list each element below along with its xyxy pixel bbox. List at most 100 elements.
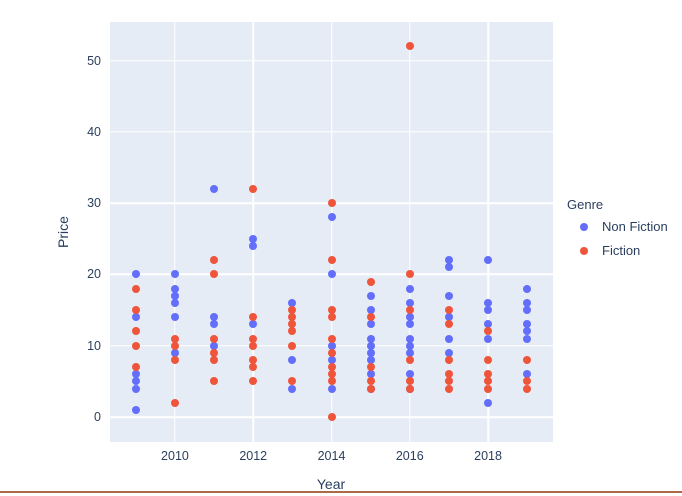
point-fiction: [366, 377, 375, 386]
legend-title: Genre: [567, 197, 604, 212]
legend-item-label: Non Fiction: [602, 219, 668, 234]
point-fiction: [366, 313, 375, 322]
point-non-fiction: [366, 306, 375, 315]
point-fiction: [405, 377, 414, 386]
x-tick-label: 2016: [395, 449, 424, 463]
point-non-fiction: [327, 384, 336, 393]
point-fiction: [327, 199, 336, 208]
y-axis-tick-labels: 0 10 20 30 40 50: [0, 22, 101, 442]
x-tick-label: 2012: [239, 449, 268, 463]
point-fiction: [327, 313, 336, 322]
point-fiction: [366, 384, 375, 393]
point-fiction: [444, 355, 453, 364]
point-non-fiction: [366, 291, 375, 300]
fiction-marker-icon: [580, 246, 588, 255]
point-non-fiction: [210, 184, 219, 193]
point-non-fiction: [170, 284, 179, 293]
point-non-fiction: [249, 241, 258, 250]
point-non-fiction: [523, 370, 532, 379]
point-non-fiction: [288, 298, 297, 307]
bottom-divider: [0, 491, 682, 493]
legend-item-label: Fiction: [602, 243, 641, 258]
point-non-fiction: [484, 320, 493, 329]
point-non-fiction: [444, 334, 453, 343]
point-fiction: [249, 363, 258, 372]
legend-item-non-fiction[interactable]: Non Fiction: [567, 219, 668, 234]
point-fiction: [444, 306, 453, 315]
point-non-fiction: [327, 341, 336, 350]
y-tick-label: 10: [87, 338, 101, 353]
point-fiction: [131, 341, 140, 350]
point-fiction: [444, 377, 453, 386]
point-fiction: [249, 313, 258, 322]
x-tick-label: 2010: [161, 449, 189, 463]
point-fiction: [210, 334, 219, 343]
point-fiction: [444, 384, 453, 393]
point-fiction: [210, 355, 219, 364]
point-non-fiction: [523, 320, 532, 329]
point-fiction: [405, 270, 414, 279]
point-non-fiction: [288, 355, 297, 364]
point-non-fiction: [131, 270, 140, 279]
legend: Genre Non Fiction Fiction: [567, 197, 668, 267]
point-non-fiction: [366, 334, 375, 343]
point-fiction: [249, 184, 258, 193]
y-tick-label: 20: [87, 267, 101, 282]
gridline: [487, 22, 489, 442]
y-axis-title: Price: [55, 216, 71, 248]
plot-area[interactable]: [110, 22, 553, 442]
point-non-fiction: [366, 341, 375, 350]
point-non-fiction: [131, 405, 140, 414]
point-non-fiction: [484, 334, 493, 343]
point-fiction: [170, 398, 179, 407]
point-non-fiction: [484, 298, 493, 307]
point-fiction: [249, 377, 258, 386]
point-non-fiction: [523, 306, 532, 315]
point-non-fiction: [249, 320, 258, 329]
point-non-fiction: [210, 320, 219, 329]
point-fiction: [131, 327, 140, 336]
point-fiction: [523, 355, 532, 364]
point-fiction: [170, 334, 179, 343]
x-tick-label: 2018: [474, 449, 502, 463]
point-fiction: [327, 363, 336, 372]
point-fiction: [484, 384, 493, 393]
point-fiction: [484, 370, 493, 379]
legend-item-fiction[interactable]: Fiction: [567, 243, 668, 258]
point-fiction: [210, 348, 219, 357]
point-fiction: [170, 355, 179, 364]
point-fiction: [405, 42, 414, 51]
point-fiction: [170, 341, 179, 350]
point-non-fiction: [327, 355, 336, 364]
point-fiction: [249, 341, 258, 350]
point-non-fiction: [405, 320, 414, 329]
point-non-fiction: [484, 398, 493, 407]
point-non-fiction: [131, 313, 140, 322]
point-non-fiction: [131, 384, 140, 393]
gridline: [174, 22, 176, 442]
point-fiction: [444, 370, 453, 379]
point-non-fiction: [444, 348, 453, 357]
y-tick-label: 40: [87, 124, 101, 139]
point-non-fiction: [249, 234, 258, 243]
point-non-fiction: [444, 291, 453, 300]
point-fiction: [484, 355, 493, 364]
point-fiction: [249, 355, 258, 364]
point-non-fiction: [523, 298, 532, 307]
point-fiction: [210, 256, 219, 265]
point-non-fiction: [170, 298, 179, 307]
point-non-fiction: [366, 348, 375, 357]
y-tick-label: 50: [87, 53, 101, 68]
gridline: [409, 22, 411, 442]
point-non-fiction: [405, 341, 414, 350]
point-non-fiction: [523, 334, 532, 343]
point-non-fiction: [170, 313, 179, 322]
point-non-fiction: [405, 348, 414, 357]
point-non-fiction: [170, 270, 179, 279]
point-fiction: [210, 270, 219, 279]
point-non-fiction: [366, 320, 375, 329]
point-fiction: [210, 377, 219, 386]
x-axis-title: Year: [316, 476, 346, 492]
point-fiction: [405, 384, 414, 393]
